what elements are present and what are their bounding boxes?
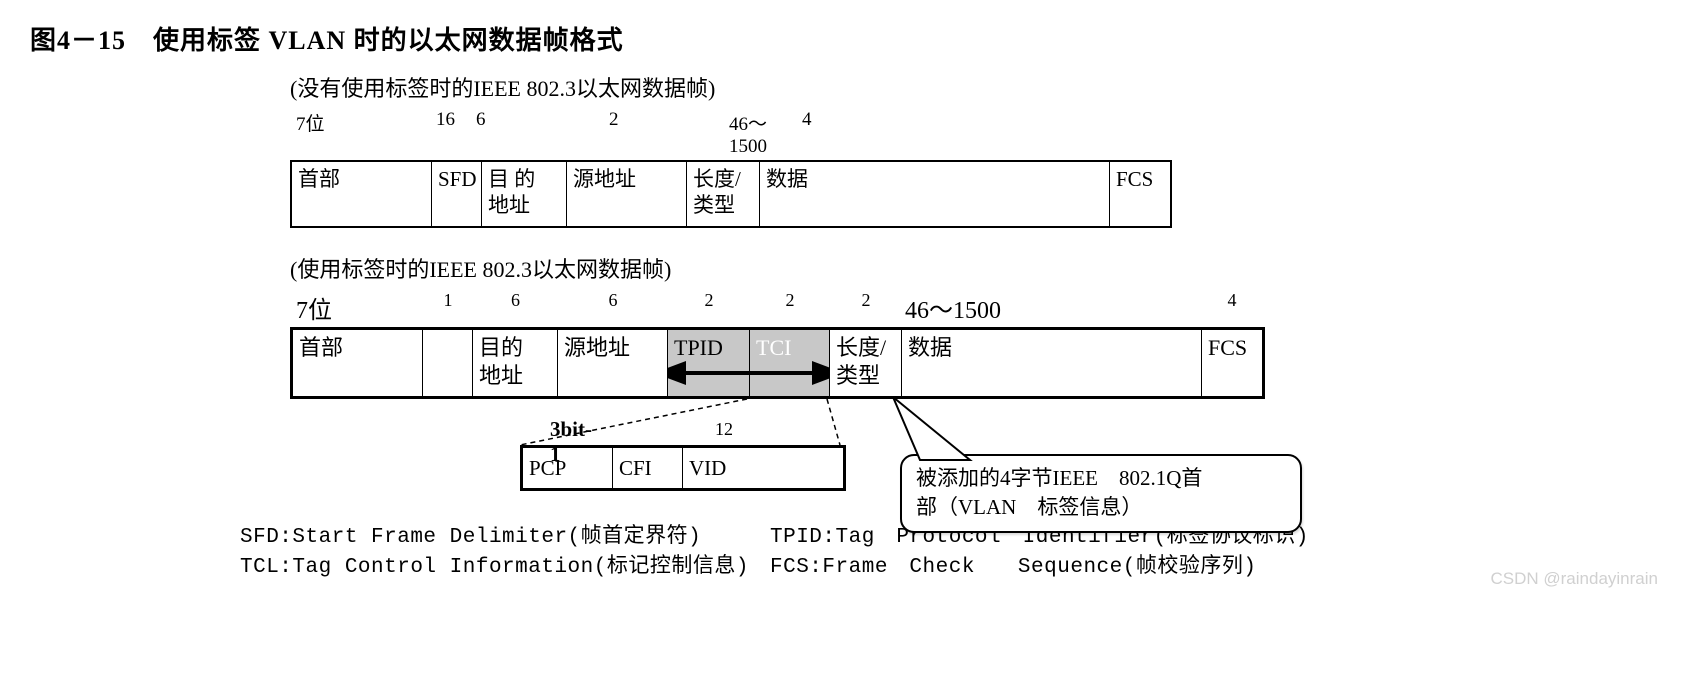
tci-field-cell: CFI	[613, 448, 683, 488]
vlan-tag-callout: 被添加的4字节IEEE 802.1Q首 部（VLAN 标签信息）	[900, 454, 1302, 533]
untagged-size-label: 7位	[290, 109, 430, 158]
tagged-field-cell: 长度/类型	[830, 330, 902, 396]
tagged-size-label: 1	[420, 290, 470, 325]
def-sfd: SFD:Start Frame Delimiter(帧首定界符)	[240, 519, 770, 549]
tagged-sizes-row: 7位16622246～15004	[290, 290, 1658, 325]
untagged-sizes-row: 7位166246～15004	[290, 109, 1658, 158]
untagged-field-label: SFD	[438, 166, 477, 192]
tagged-caption: (使用标签时的IEEE 802.3以太网数据帧)	[290, 252, 1658, 284]
tagged-field-label: 源地址	[564, 334, 630, 362]
untagged-frame: 首部 SFD 目 的地址 源地址 长度/类型数据 FCS	[290, 160, 1658, 228]
untagged-size-label: 6	[470, 109, 603, 158]
def-fcs: FCS:Frame Check Sequence(帧校验序列)	[770, 549, 1256, 579]
tci-field-label: CFI	[619, 455, 652, 481]
tci-detail-frame: PCP CFI VID	[520, 445, 846, 491]
untagged-size-label: 46～1500	[723, 109, 796, 158]
untagged-caption-text: (没有使用标签时的IEEE 802.3以太网数据帧)	[290, 76, 715, 101]
tagged-field-cell: 数据	[902, 330, 1202, 396]
tagged-field-cell	[423, 330, 473, 396]
untagged-field-label: FCS	[1116, 166, 1153, 192]
tagged-size-label: 7位	[290, 290, 420, 325]
tagged-size-label: 2	[827, 290, 899, 325]
figure-title: 图4－15 使用标签 VLAN 时的以太网数据帧格式	[30, 20, 1658, 57]
untagged-field-cell: 数据	[760, 162, 1110, 226]
tagged-size-label: 6	[470, 290, 555, 325]
tagged-field-label: TCI	[756, 334, 791, 362]
tagged-field-cell: FCS	[1202, 330, 1262, 396]
tagged-field-label: 目的地址	[479, 334, 523, 389]
tagged-field-cell: 首部	[293, 330, 423, 396]
untagged-field-label: 源地址	[573, 166, 636, 192]
untagged-field-label: 长度/类型	[693, 166, 741, 219]
watermark-text: CSDN @raindayinrain	[1491, 569, 1659, 588]
untagged-size-label: 2	[603, 109, 723, 158]
tagged-size-label: 6	[555, 290, 665, 325]
figure-title-text: 图4－15 使用标签 VLAN 时的以太网数据帧格式	[30, 26, 624, 55]
tagged-field-label: 长度/类型	[836, 334, 886, 389]
tagged-field-cell: TCI	[750, 330, 830, 396]
untagged-field-cell: FCS	[1110, 162, 1170, 226]
tagged-field-label: FCS	[1208, 334, 1247, 362]
untagged-field-cell: 目 的地址	[482, 162, 567, 226]
tci-field-cell: VID	[683, 448, 843, 488]
untagged-field-label: 目 的地址	[488, 166, 535, 219]
untagged-field-label: 首部	[298, 166, 340, 192]
def-tcl: TCL:Tag Control Information(标记控制信息)	[240, 549, 770, 579]
tci-label-12: 12	[715, 419, 733, 440]
tagged-field-label: 首部	[299, 334, 343, 362]
callout-line2: 部（VLAN 标签信息）	[916, 493, 1286, 522]
tagged-field-label: TPID	[674, 334, 723, 362]
tagged-size-label: 4	[1199, 290, 1259, 325]
untagged-size-label: 4	[796, 109, 1146, 158]
tci-field-cell: PCP	[523, 448, 613, 488]
tagged-size-label: 46～1500	[899, 290, 1199, 325]
untagged-field-cell: 源地址	[567, 162, 687, 226]
tci-field-label: PCP	[529, 455, 566, 481]
tagged-field-cell: TPID	[668, 330, 750, 396]
untagged-field-label: 数据	[766, 166, 808, 192]
untagged-caption: (没有使用标签时的IEEE 802.3以太网数据帧)	[290, 71, 1658, 103]
untagged-field-cell: 长度/类型	[687, 162, 760, 226]
tagged-field-cell: 源地址	[558, 330, 668, 396]
tagged-size-label: 2	[747, 290, 827, 325]
untagged-size-label: 16	[430, 109, 470, 158]
untagged-field-cell: SFD	[432, 162, 482, 226]
callout-line1: 被添加的4字节IEEE 802.1Q首	[916, 464, 1286, 493]
untagged-field-cell: 首部	[292, 162, 432, 226]
watermark: CSDN @raindayinrain	[1491, 569, 1659, 589]
tagged-frame: 首部 目的地址 源地址 TPID TCI 长度/类型数据 FCS	[290, 327, 1658, 399]
tagged-field-cell: 目的地址	[473, 330, 558, 396]
tagged-size-label: 2	[665, 290, 747, 325]
tagged-caption-text: (使用标签时的IEEE 802.3以太网数据帧)	[290, 257, 671, 282]
tagged-field-label: 数据	[908, 334, 952, 362]
tci-field-label: VID	[689, 455, 726, 481]
